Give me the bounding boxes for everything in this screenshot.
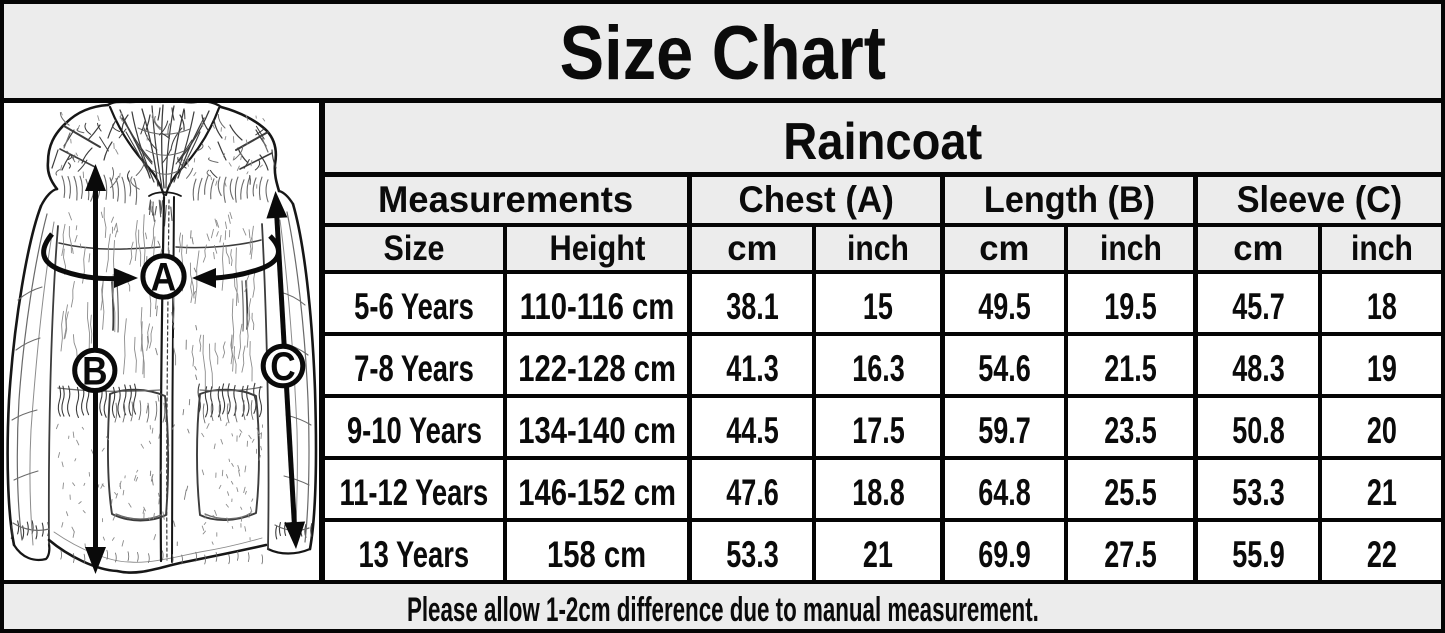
svg-text:B: B — [82, 349, 107, 394]
svg-text:A: A — [151, 255, 176, 300]
svg-text:C: C — [270, 344, 295, 389]
